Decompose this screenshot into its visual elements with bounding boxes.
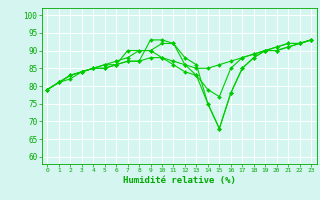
X-axis label: Humidité relative (%): Humidité relative (%)	[123, 176, 236, 185]
